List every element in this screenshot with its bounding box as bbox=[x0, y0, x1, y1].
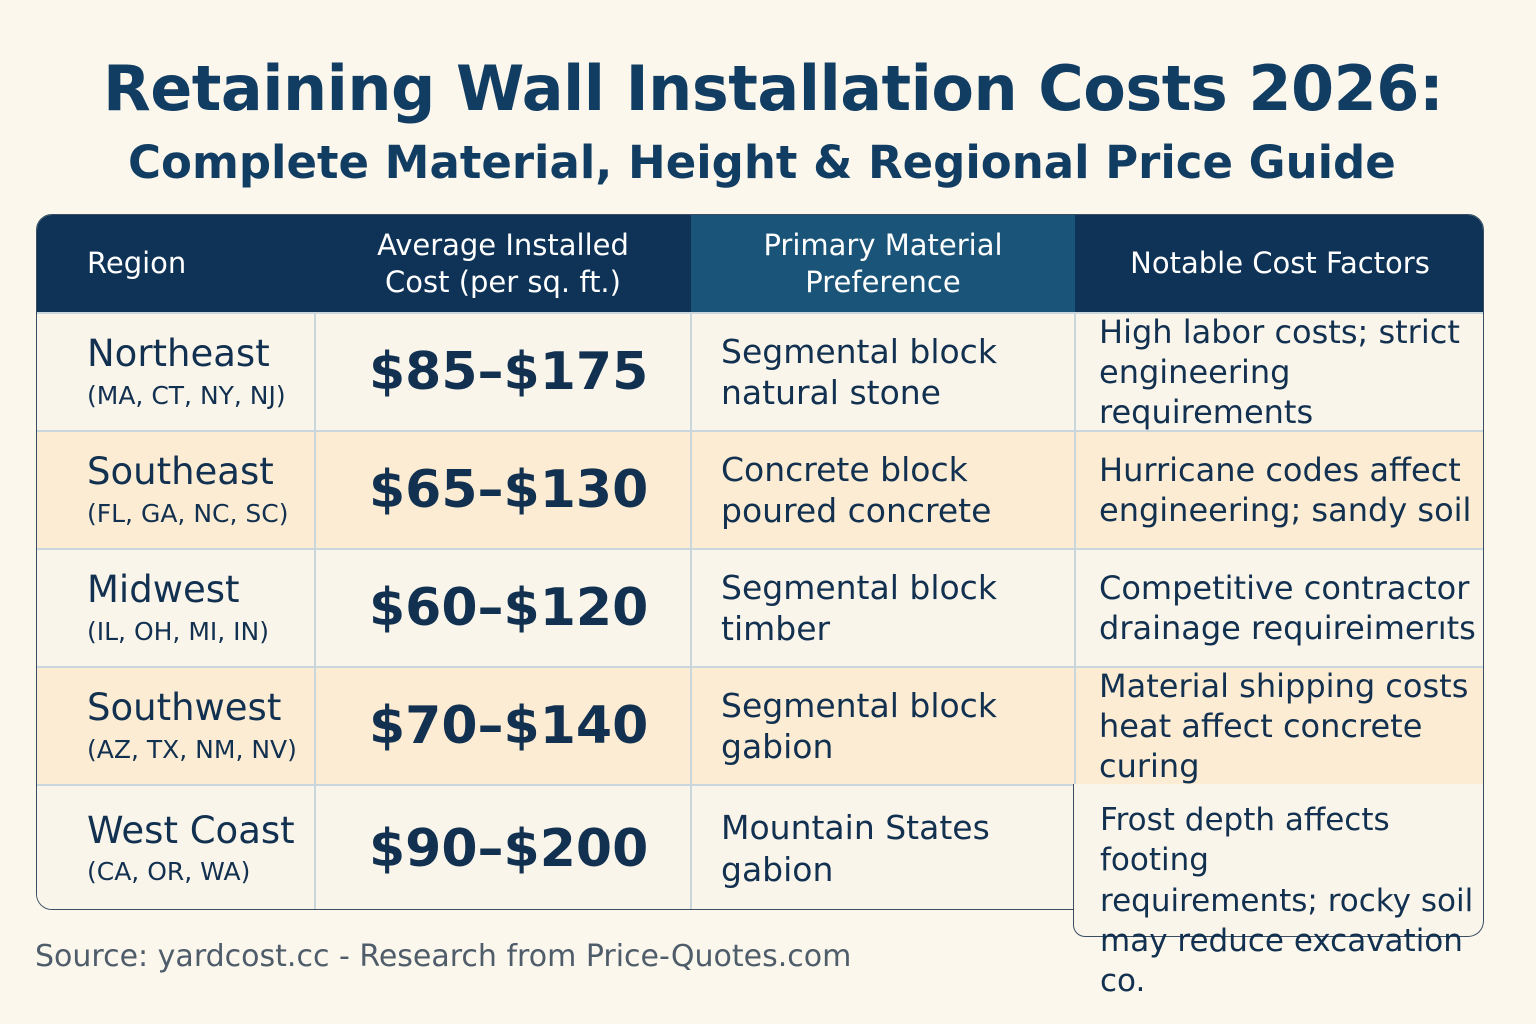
page-subtitle: Complete Material, Height & Regional Pri… bbox=[128, 136, 1396, 189]
cost-table: Region Average Installed Cost (per sq. f… bbox=[36, 214, 1484, 910]
material-text: Mountain States gabion bbox=[721, 808, 990, 889]
cost-cell: $90–$200 bbox=[369, 786, 649, 909]
factors-text: Competitive contractor drainage requirei… bbox=[1099, 569, 1476, 647]
factors-cell: Material shipping costs heat affect conc… bbox=[1099, 667, 1483, 785]
table-row: Northeast (MA, CT, NY, NJ) $85–$175 Segm… bbox=[37, 312, 1483, 431]
cost-cell: $60–$120 bbox=[369, 550, 648, 666]
cost-range: $85–$175 bbox=[369, 342, 649, 402]
region-name: Southeast bbox=[87, 450, 274, 494]
header-region: Region bbox=[87, 246, 187, 281]
region-cell: Southeast (FL, GA, NC, SC) bbox=[87, 432, 288, 548]
table-row: Southwest (AZ, TX, NM, NV) $70–$140 Segm… bbox=[37, 666, 1483, 785]
material-cell: Segmental block gabion bbox=[721, 668, 997, 784]
cost-range: $60–$120 bbox=[369, 578, 649, 638]
material-text: Concrete block poured concrete bbox=[721, 449, 992, 530]
factors-cell: Competitive contractor drainage requirei… bbox=[1099, 550, 1476, 666]
column-divider bbox=[314, 312, 316, 909]
header-primary-material: Primary Material Preference bbox=[691, 215, 1075, 312]
region-name: West Coast bbox=[87, 808, 295, 852]
region-states: (FL, GA, NC, SC) bbox=[87, 498, 289, 528]
factors-text: Material shipping costs heat affect conc… bbox=[1099, 667, 1469, 785]
cost-range: $70–$140 bbox=[369, 696, 649, 756]
factors-text: High labor costs; strict engineering req… bbox=[1099, 313, 1460, 431]
cost-range: $90–$200 bbox=[369, 818, 649, 879]
region-states: (IL, OH, MI, IN) bbox=[87, 616, 269, 646]
factors-text: Hurricane codes affect engineering; sand… bbox=[1099, 451, 1472, 529]
region-states: (MA, CT, NY, NJ) bbox=[87, 380, 286, 410]
table-row: Midwest (IL, OH, MI, IN) $60–$120 Segmen… bbox=[37, 548, 1483, 666]
cost-cell: $85–$175 bbox=[369, 314, 648, 430]
table-header-row: Region Average Installed Cost (per sq. f… bbox=[37, 215, 1483, 312]
region-cell: Southwest (AZ, TX, NM, NV) bbox=[87, 668, 297, 784]
region-name: Northeast bbox=[87, 332, 270, 376]
region-states: (AZ, TX, NM, NV) bbox=[87, 734, 297, 764]
region-cell: Midwest (IL, OH, MI, IN) bbox=[87, 550, 269, 666]
factors-cell: High labor costs; strict engineering req… bbox=[1099, 313, 1483, 431]
material-text: Segmental block timber bbox=[721, 567, 997, 648]
region-name: Southwest bbox=[87, 686, 282, 730]
column-divider bbox=[1074, 312, 1076, 909]
cost-cell: $70–$140 bbox=[369, 668, 648, 784]
cost-range: $65–$130 bbox=[369, 460, 649, 520]
factors-cell: Hurricane codes affect engineering; sand… bbox=[1099, 432, 1471, 548]
material-cell: Segmental block natural stone bbox=[721, 314, 997, 430]
material-cell: Segmental block timber bbox=[721, 550, 997, 666]
factors-text: Frost depth affects footing requirements… bbox=[1100, 802, 1474, 1000]
header-cost-factors: Notable Cost Factors bbox=[1130, 246, 1430, 281]
overflow-factors-cell: Frost depth affects footing requirements… bbox=[1073, 784, 1484, 999]
material-cell: Concrete block poured concrete bbox=[721, 432, 991, 548]
column-divider bbox=[690, 312, 692, 909]
region-cell: West Coast (CA, OR, WA) bbox=[87, 786, 295, 909]
region-cell: Northeast (MA, CT, NY, NJ) bbox=[87, 314, 286, 430]
material-cell: Mountain States gabion bbox=[721, 786, 990, 909]
page-title: Retaining Wall Installation Costs 2026: bbox=[103, 52, 1444, 125]
header-average-cost: Average Installed Cost (per sq. ft.) bbox=[377, 228, 629, 299]
region-states: (CA, OR, WA) bbox=[87, 857, 251, 887]
material-text: Segmental block natural stone bbox=[721, 331, 997, 412]
source-credit: Source: yardcost.cc - Research from Pric… bbox=[35, 939, 852, 974]
material-text: Segmental block gabion bbox=[721, 685, 997, 766]
region-name: Midwest bbox=[87, 568, 240, 612]
cost-cell: $65–$130 bbox=[369, 432, 648, 548]
table-row: Southeast (FL, GA, NC, SC) $65–$130 Conc… bbox=[37, 430, 1483, 548]
